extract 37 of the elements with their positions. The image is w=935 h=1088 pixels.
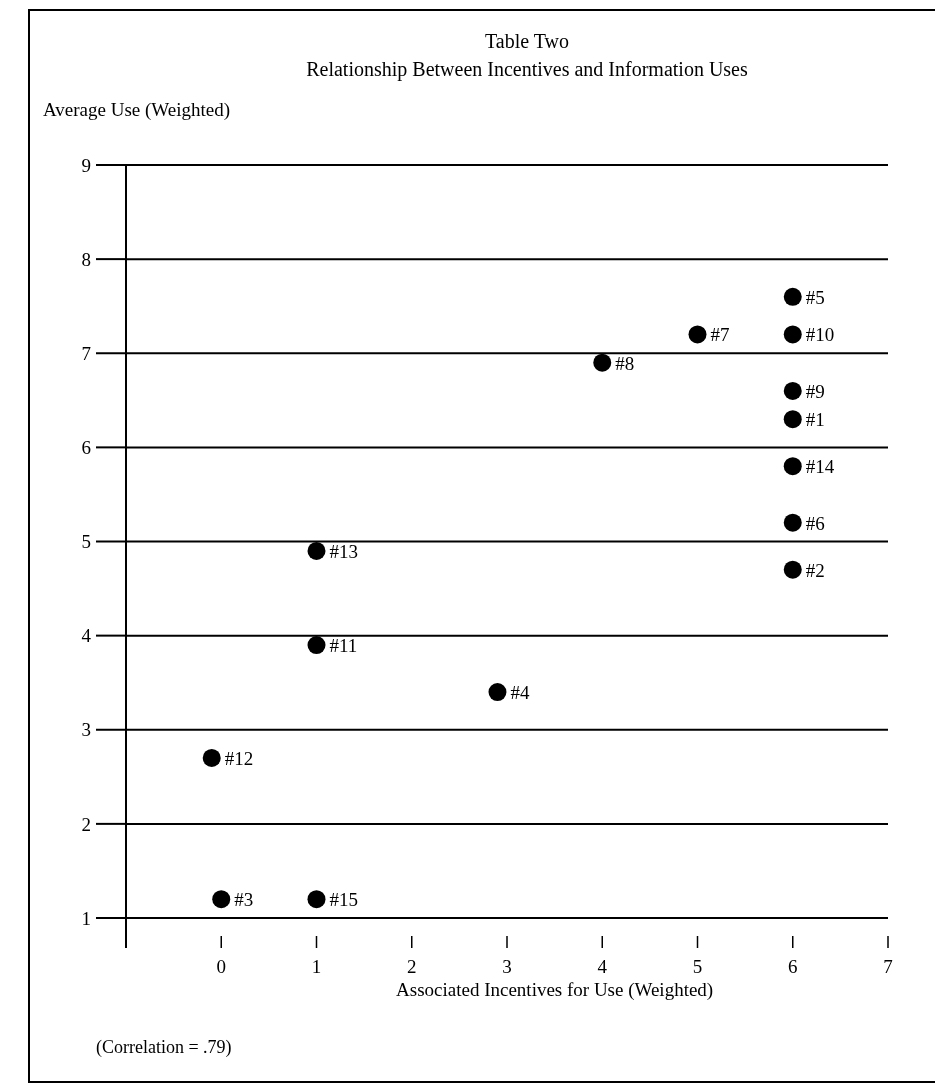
annotation: #12 bbox=[224, 747, 254, 769]
x-tick-label: 5 bbox=[692, 956, 703, 977]
y-tick-label: 2 bbox=[81, 813, 91, 835]
y-tick-label: 5 bbox=[81, 531, 91, 553]
y-tick-label: 4 bbox=[81, 625, 92, 647]
annotation: #11 bbox=[329, 635, 358, 657]
y-tick-label: 1 bbox=[81, 907, 91, 929]
annotation: #15 bbox=[329, 889, 358, 911]
x-tick-label: 7 bbox=[883, 956, 893, 977]
x-tick-label: 0 bbox=[216, 956, 226, 977]
annotation: #9 bbox=[805, 380, 825, 402]
x-tick-label: 3 bbox=[502, 956, 512, 977]
chart-subtitle: Relationship Between Incentives and Information Uses bbox=[306, 58, 748, 81]
y-axis-title: Average Use (Weighted) bbox=[43, 99, 230, 121]
y-tick-label: 8 bbox=[81, 248, 91, 270]
text: (Correlation = .79) bbox=[96, 1037, 232, 1058]
y-tick-label: 7 bbox=[81, 342, 91, 364]
annotation: #3 bbox=[234, 889, 254, 911]
annotation: #1 bbox=[805, 409, 825, 431]
annotation: #7 bbox=[710, 324, 730, 346]
y-tick-label: 3 bbox=[81, 719, 91, 741]
annotation: #10 bbox=[805, 324, 835, 346]
annotation: #4 bbox=[510, 682, 530, 704]
x-tick-label: 1 bbox=[311, 956, 322, 977]
annotation: #13 bbox=[329, 540, 358, 562]
x-axis-title: Associated Incentives for Use (Weighted) bbox=[396, 979, 714, 1001]
y-tick-label: 6 bbox=[81, 437, 91, 459]
annotation: #2 bbox=[805, 559, 825, 581]
annotation: #6 bbox=[805, 512, 825, 534]
annotation: #14 bbox=[805, 456, 835, 478]
chart-title: Table Two bbox=[484, 30, 570, 52]
y-tick-label: 9 bbox=[81, 154, 91, 176]
annotation: #8 bbox=[615, 352, 635, 374]
x-tick-label: 4 bbox=[597, 956, 608, 977]
x-tick-label: 2 bbox=[407, 956, 417, 977]
annotation: #5 bbox=[805, 286, 825, 308]
x-tick-label: 6 bbox=[788, 956, 798, 977]
